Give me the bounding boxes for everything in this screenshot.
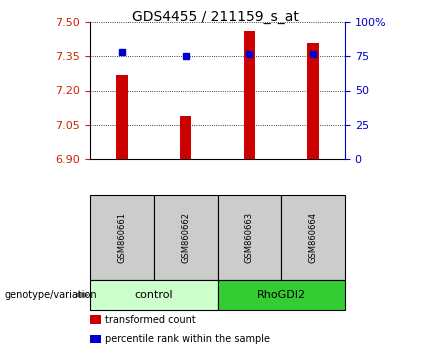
Text: GDS4455 / 211159_s_at: GDS4455 / 211159_s_at	[132, 10, 298, 24]
Text: transformed count: transformed count	[105, 315, 196, 325]
Text: percentile rank within the sample: percentile rank within the sample	[105, 334, 270, 344]
Text: genotype/variation: genotype/variation	[4, 290, 97, 300]
Text: GSM860661: GSM860661	[117, 212, 126, 263]
Bar	[244, 31, 255, 159]
Text: RhoGDI2: RhoGDI2	[257, 290, 306, 300]
Text: GSM860664: GSM860664	[309, 212, 318, 263]
Text: GSM860662: GSM860662	[181, 212, 190, 263]
Bar	[180, 116, 191, 159]
Text: control: control	[135, 290, 173, 300]
Bar	[116, 74, 128, 159]
Bar	[307, 42, 319, 159]
Text: GSM860663: GSM860663	[245, 212, 254, 263]
